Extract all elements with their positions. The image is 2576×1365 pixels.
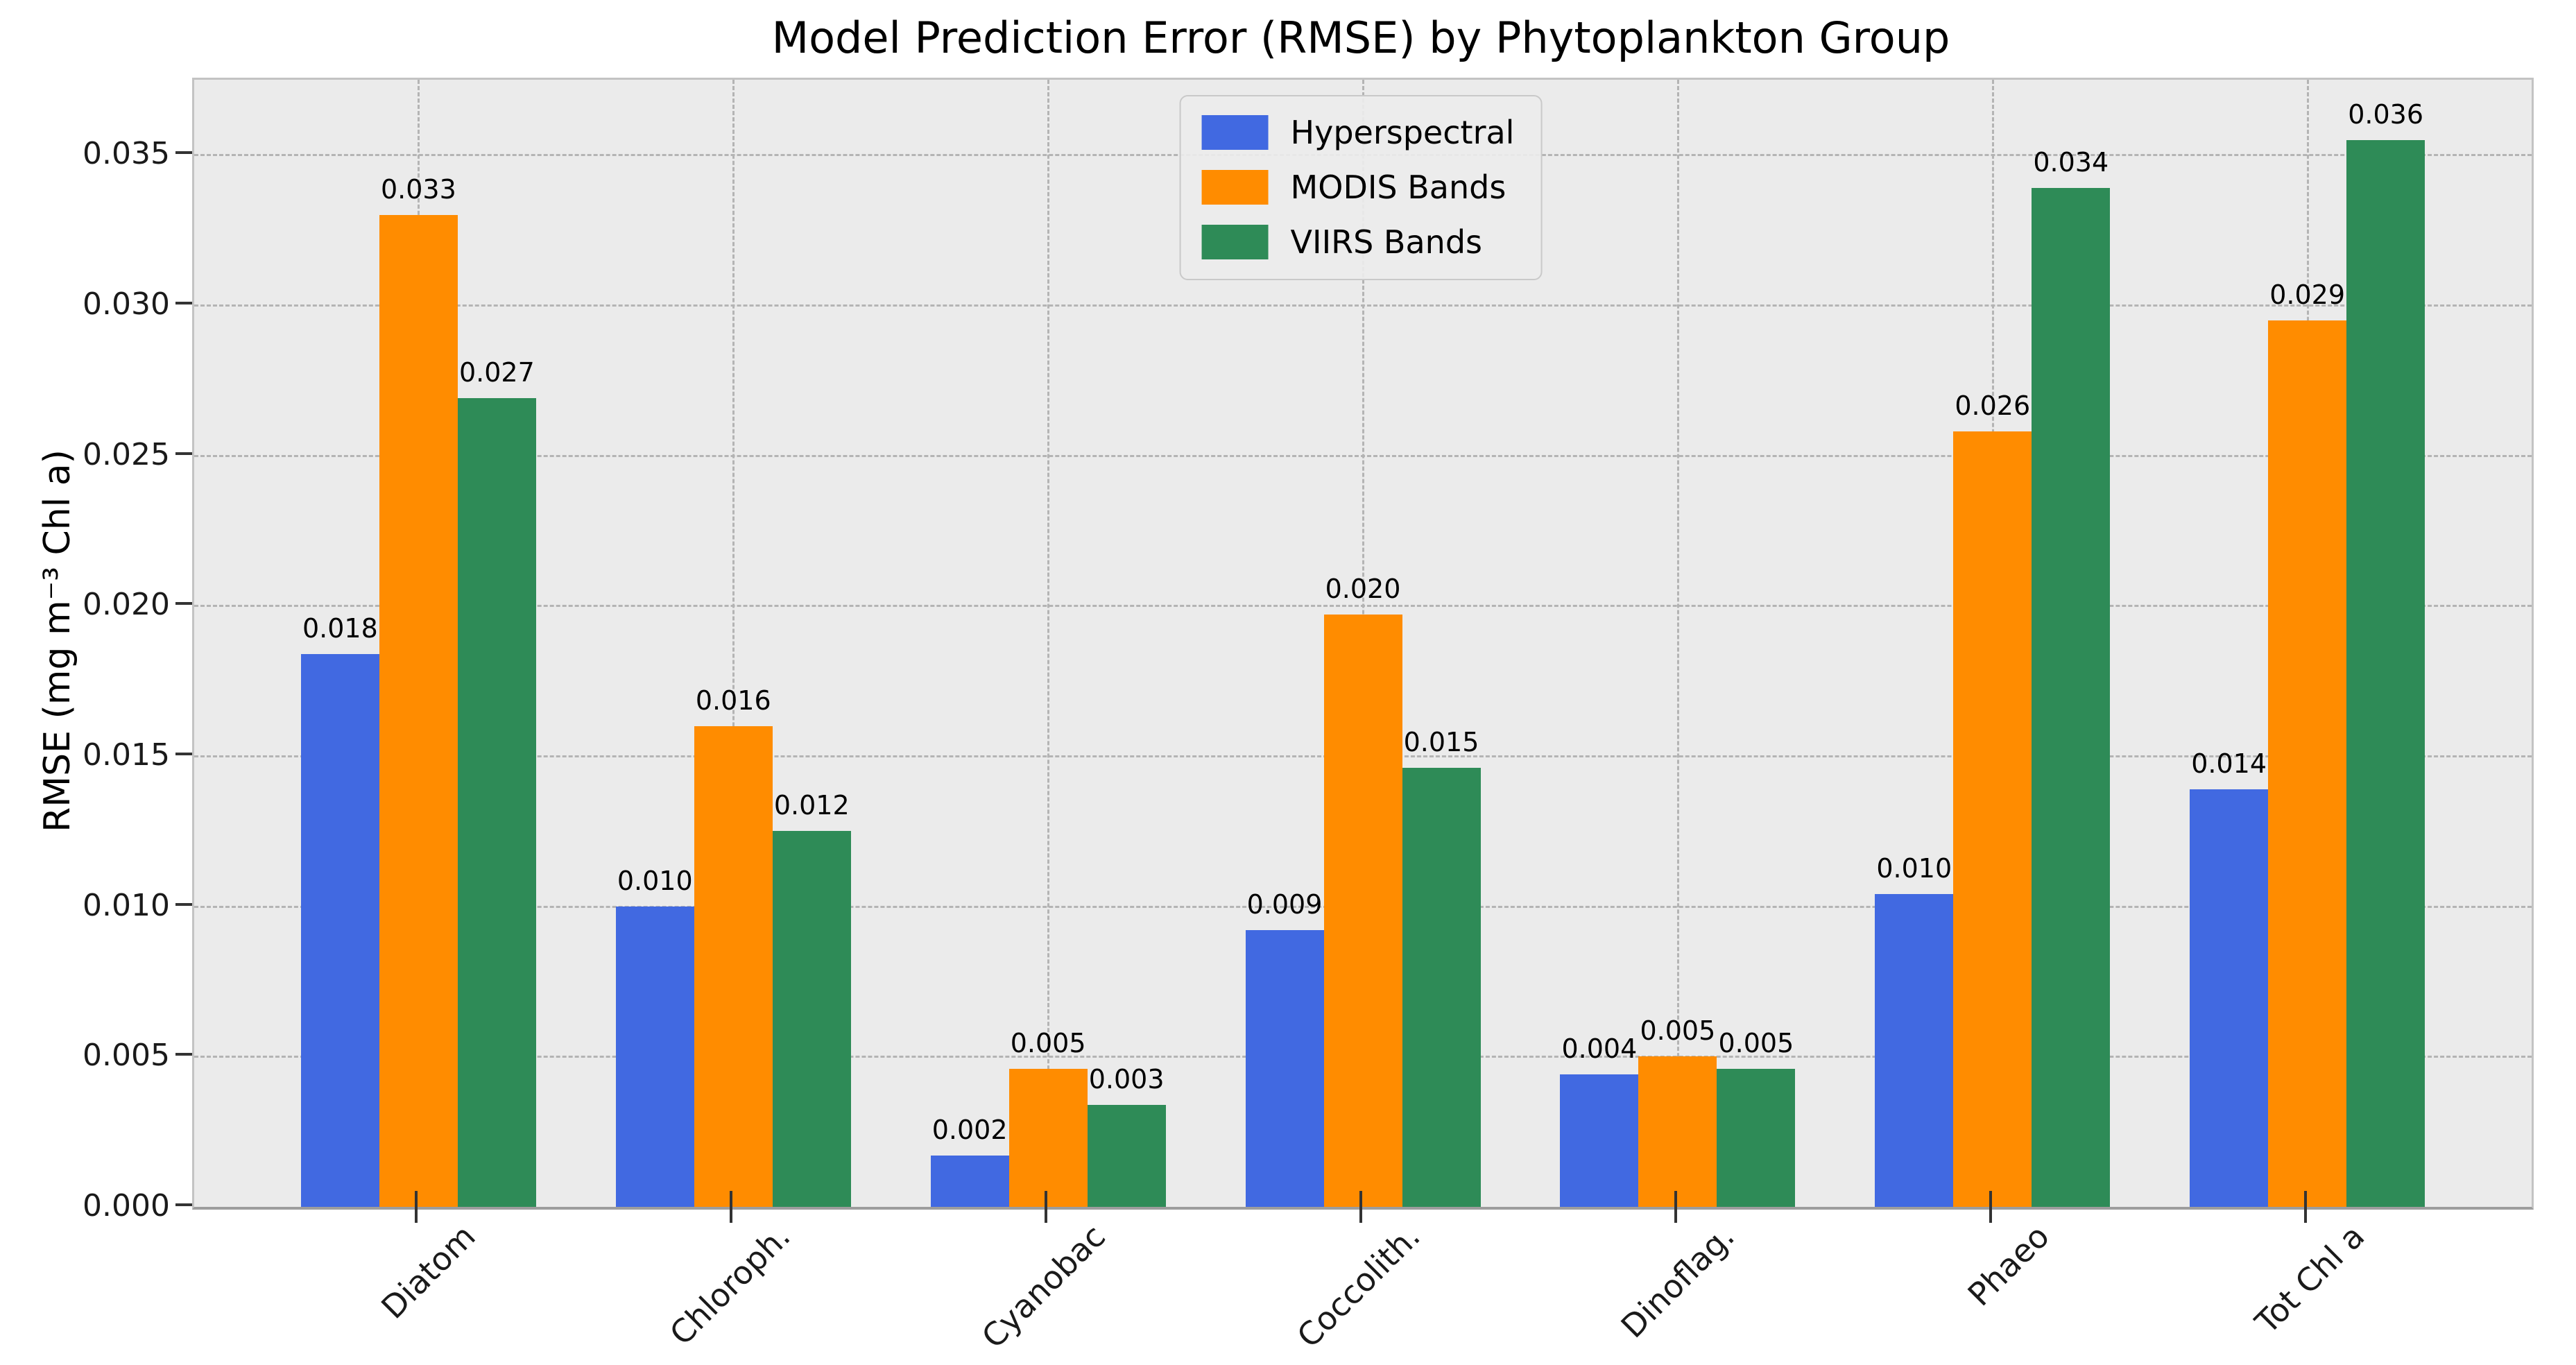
y-tick-mark (175, 602, 192, 606)
bar-hyperspectral-dinoflag (1560, 1074, 1639, 1207)
gridline-vertical (732, 80, 735, 1207)
bar-modis-bands-chloroph (694, 726, 773, 1207)
bar-viirs-bands-tot-chl-a (2346, 139, 2425, 1207)
x-tick-label-text: Phaeo (1960, 1217, 2057, 1314)
y-tick-label: 0.030 (83, 286, 170, 322)
bar-modis-bands-coccolith (1323, 615, 1402, 1207)
x-tick-label-dinoflag: Dinoflag. (1574, 1217, 1742, 1345)
x-tick-mark (415, 1191, 418, 1223)
x-tick-mark (1045, 1191, 1048, 1223)
x-tick-label-diatom: Diatom (342, 1217, 483, 1326)
bar-value-label: 0.005 (1010, 1027, 1086, 1058)
bar-hyperspectral-coccolith (1245, 930, 1324, 1207)
x-tick-label-text: Coccolith. (1289, 1217, 1427, 1355)
bar-value-label: 0.004 (1561, 1033, 1638, 1065)
bar-value-label: 0.018 (302, 612, 378, 644)
y-tick-label: 0.005 (83, 1038, 170, 1074)
bar-hyperspectral-cyanobac (930, 1156, 1009, 1207)
x-tick-label-phaeo: Phaeo (1934, 1217, 2056, 1313)
y-tick-label: 0.000 (83, 1188, 170, 1224)
y-tick-mark (175, 452, 192, 455)
legend-swatch-modis-bands (1201, 170, 1269, 205)
legend-item-hyperspectral: Hyperspectral (1201, 114, 1515, 151)
bar-viirs-bands-chloroph (772, 831, 851, 1207)
bar-value-label: 0.036 (2348, 98, 2424, 130)
y-tick-label: 0.015 (83, 737, 170, 773)
y-tick-label: 0.010 (83, 887, 170, 923)
bar-value-label: 0.020 (1325, 574, 1401, 605)
y-tick-mark (175, 1053, 192, 1056)
bar-value-label: 0.002 (931, 1115, 1008, 1146)
legend: Hyperspectral MODIS Bands VIIRS Bands (1179, 95, 1543, 280)
bar-modis-bands-phaeo (1953, 431, 2032, 1207)
bar-viirs-bands-phaeo (2032, 188, 2111, 1207)
bar-value-label: 0.012 (773, 790, 850, 821)
bar-value-label: 0.033 (380, 174, 456, 205)
x-tick-label-cyanobac: Cyanobac (930, 1217, 1112, 1355)
y-tick-label: 0.020 (83, 587, 170, 623)
x-tick-label-tot-chl-a: Tot Chl a (2210, 1217, 2371, 1341)
bar-value-label: 0.010 (617, 865, 693, 896)
bar-modis-bands-cyanobac (1008, 1068, 1088, 1207)
bar-viirs-bands-diatom (457, 398, 536, 1207)
bar-modis-bands-tot-chl-a (2268, 320, 2347, 1207)
bar-viirs-bands-dinoflag (1717, 1068, 1796, 1207)
bar-viirs-bands-cyanobac (1087, 1104, 1166, 1207)
x-tick-label-text: Dinoflag. (1614, 1217, 1742, 1346)
bar-hyperspectral-chloroph (615, 906, 694, 1207)
x-tick-mark (1674, 1191, 1677, 1223)
bar-value-label: 0.015 (1403, 727, 1479, 758)
x-tick-label-text: Diatom (374, 1217, 483, 1326)
bar-value-label: 0.027 (458, 357, 535, 388)
x-tick-label-coccolith: Coccolith. (1246, 1217, 1427, 1355)
bar-modis-bands-diatom (379, 215, 458, 1207)
bar-viirs-bands-coccolith (1402, 768, 1481, 1207)
y-axis-title: RMSE (mg m⁻³ Chl a) (37, 449, 78, 832)
x-tick-label-text: Tot Chl a (2247, 1217, 2371, 1341)
gridline-vertical (1676, 80, 1679, 1207)
legend-swatch-hyperspectral (1201, 115, 1269, 151)
bar-value-label: 0.010 (1876, 853, 1952, 884)
y-tick-mark (175, 902, 192, 906)
bar-value-label: 0.005 (1640, 1015, 1716, 1047)
bar-value-label: 0.009 (1246, 889, 1323, 920)
legend-item-viirs-bands: VIIRS Bands (1201, 223, 1515, 261)
bar-hyperspectral-tot-chl-a (2190, 789, 2269, 1207)
legend-label: Hyperspectral (1290, 114, 1515, 151)
legend-label: MODIS Bands (1290, 168, 1506, 206)
bar-value-label: 0.026 (1955, 390, 2031, 421)
bar-value-label: 0.005 (1718, 1027, 1794, 1058)
legend-item-modis-bands: MODIS Bands (1201, 168, 1515, 206)
gridline-vertical (1047, 80, 1050, 1207)
x-tick-label-chloroph: Chloroph. (619, 1217, 798, 1353)
bar-hyperspectral-diatom (300, 653, 379, 1207)
y-tick-label: 0.035 (83, 136, 170, 172)
y-tick-mark (175, 151, 192, 155)
legend-label: VIIRS Bands (1290, 223, 1482, 261)
y-tick-mark (175, 302, 192, 304)
bar-value-label: 0.003 (1088, 1063, 1165, 1094)
chart-title: Model Prediction Error (RMSE) by Phytopl… (771, 12, 1950, 63)
bar-modis-bands-dinoflag (1638, 1056, 1717, 1207)
bar-value-label: 0.034 (2033, 147, 2109, 178)
x-tick-label-text: Cyanobac (974, 1217, 1113, 1356)
x-tick-label-text: Chloroph. (662, 1217, 798, 1353)
x-tick-mark (2303, 1191, 2307, 1223)
y-tick-mark (175, 1203, 192, 1206)
y-tick-label: 0.025 (83, 436, 170, 472)
bar-value-label: 0.029 (2269, 279, 2346, 310)
x-tick-mark (1989, 1191, 1992, 1223)
y-tick-mark (175, 753, 192, 755)
x-tick-mark (1359, 1191, 1362, 1223)
legend-swatch-viirs-bands (1201, 225, 1269, 260)
bar-value-label: 0.014 (2191, 748, 2267, 779)
x-tick-mark (730, 1191, 733, 1223)
bar-hyperspectral-phaeo (1875, 894, 1954, 1207)
bar-value-label: 0.016 (695, 685, 771, 716)
